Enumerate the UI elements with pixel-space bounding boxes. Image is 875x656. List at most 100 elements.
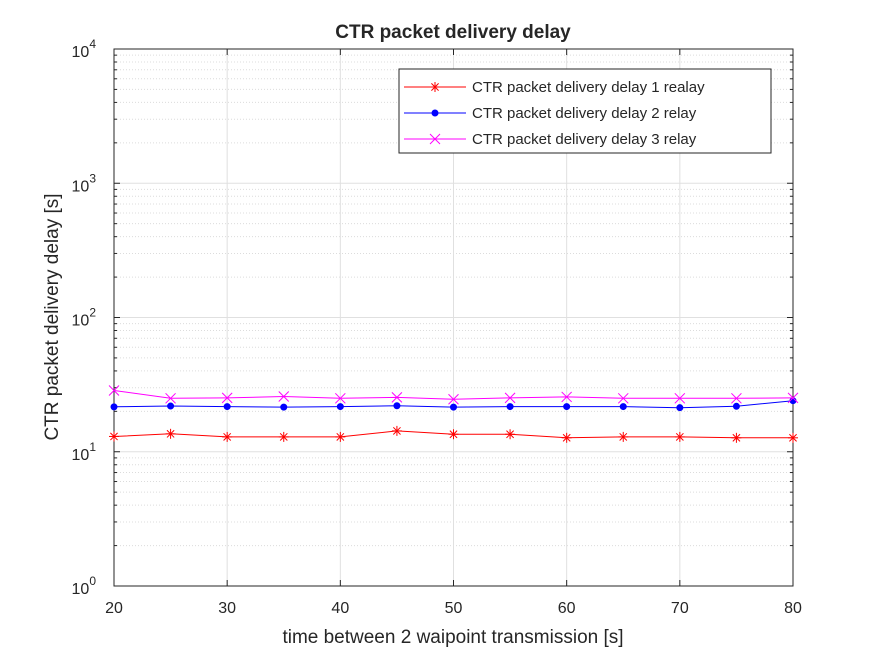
series-3 — [108, 385, 799, 405]
x-marker — [278, 391, 290, 402]
asterisk-marker — [618, 431, 629, 442]
dot-marker — [223, 403, 231, 411]
x-tick-label: 30 — [218, 600, 236, 617]
x-tick-label: 40 — [331, 600, 349, 617]
series-layer — [108, 385, 799, 443]
x-marker — [221, 392, 233, 404]
dot-marker — [431, 109, 439, 117]
asterisk-marker — [335, 431, 346, 442]
x-marker — [448, 393, 459, 405]
dot-marker — [619, 403, 627, 411]
x-tick-labels: 20 30 40 50 60 70 80 — [105, 600, 802, 617]
marker-stroke — [504, 392, 516, 404]
x-marker — [334, 392, 346, 404]
dot-marker — [336, 403, 344, 411]
marker-stroke — [787, 392, 799, 404]
x-marker — [391, 392, 403, 403]
legend: CTR packet delivery delay 1 realay CTR pa… — [398, 68, 772, 154]
asterisk-marker — [674, 431, 685, 442]
y-tick-label: 100 — [72, 574, 97, 598]
x-marker — [561, 391, 573, 403]
legend-label: CTR packet delivery delay 1 realay — [472, 79, 705, 96]
series-1 — [109, 425, 798, 443]
dot-marker — [506, 403, 514, 411]
x-marker — [674, 392, 686, 404]
legend-entry: CTR packet delivery delay 2 relay — [404, 105, 697, 122]
x-tick-label: 50 — [445, 600, 463, 617]
axis-ticks — [113, 48, 794, 587]
legend-entry: CTR packet delivery delay 1 realay — [404, 79, 705, 96]
marker-stroke — [166, 429, 175, 438]
marker-stroke — [675, 432, 684, 441]
x-marker — [617, 392, 629, 404]
dot-marker — [110, 403, 118, 411]
marker-stroke — [674, 392, 686, 404]
dot-marker — [676, 404, 684, 412]
y-tick-label: 101 — [72, 440, 97, 464]
marker-stroke — [429, 133, 441, 145]
marker-stroke — [278, 391, 290, 402]
asterisk-marker — [731, 432, 742, 443]
x-marker — [108, 385, 120, 396]
marker-stroke — [336, 432, 345, 441]
dot-marker — [280, 403, 288, 411]
asterisk-marker — [561, 432, 572, 443]
dot-marker — [450, 403, 457, 411]
marker-stroke — [221, 392, 233, 404]
asterisk-marker — [430, 82, 440, 92]
marker-stroke — [391, 392, 403, 403]
legend-entry: CTR packet delivery delay 3 relay — [404, 131, 697, 148]
dot-marker — [563, 403, 571, 411]
x-marker — [165, 392, 176, 404]
x-marker — [731, 392, 742, 404]
marker-stroke — [223, 432, 232, 441]
asterisk-marker — [165, 428, 176, 439]
marker-stroke — [449, 430, 458, 439]
asterisk-marker — [505, 429, 516, 440]
x-tick-label: 70 — [671, 600, 689, 617]
marker-stroke — [561, 391, 573, 403]
marker-stroke — [732, 433, 741, 442]
y-axis-label: CTR packet delivery delay [s] — [42, 193, 63, 440]
marker-stroke — [334, 392, 346, 404]
marker-stroke — [392, 426, 401, 435]
y-tick-labels: 100 101 102 103 104 — [72, 37, 97, 598]
marker-stroke — [431, 83, 439, 91]
marker-stroke — [165, 392, 176, 404]
marker-stroke — [789, 433, 797, 442]
y-tick-label: 104 — [72, 37, 97, 61]
asterisk-marker — [788, 432, 798, 443]
chart-title: CTR packet delivery delay — [335, 22, 571, 43]
marker-stroke — [108, 385, 120, 396]
marker-stroke — [617, 392, 629, 404]
x-marker — [787, 392, 799, 404]
marker-stroke — [562, 433, 571, 442]
dot-marker — [167, 402, 175, 410]
marker-stroke — [448, 393, 459, 405]
legend-label: CTR packet delivery delay 3 relay — [472, 131, 697, 148]
marker-stroke — [619, 432, 628, 441]
asterisk-marker — [391, 425, 402, 436]
marker-stroke — [506, 430, 515, 439]
x-tick-label: 60 — [558, 600, 576, 617]
dot-marker — [789, 397, 797, 405]
asterisk-marker — [222, 431, 233, 442]
marker-stroke — [110, 432, 118, 441]
x-axis-label: time between 2 waipoint transmission [s] — [282, 627, 623, 648]
marker-stroke — [279, 432, 288, 441]
y-tick-label: 102 — [72, 306, 97, 330]
asterisk-marker — [278, 431, 289, 442]
y-tick-label: 103 — [72, 171, 97, 195]
x-marker — [429, 133, 441, 145]
asterisk-marker — [109, 431, 119, 442]
x-tick-label: 80 — [784, 600, 802, 617]
asterisk-marker — [448, 429, 459, 440]
marker-stroke — [731, 392, 742, 404]
dot-marker — [732, 402, 740, 410]
dot-marker — [393, 402, 401, 410]
x-marker — [504, 392, 516, 404]
series-2 — [110, 397, 797, 412]
legend-label: CTR packet delivery delay 2 relay — [472, 105, 697, 122]
x-tick-label: 20 — [105, 600, 123, 617]
